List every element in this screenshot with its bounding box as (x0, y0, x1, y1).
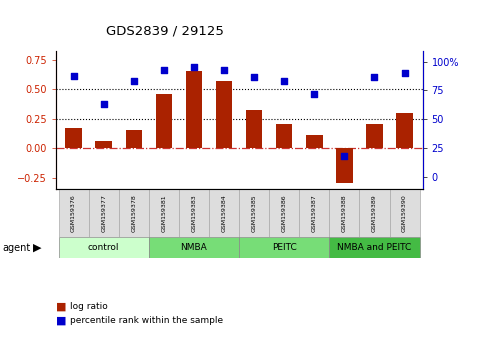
Bar (149, 189, 179, 237)
Text: agent: agent (2, 242, 30, 252)
Bar (185, 72, 202, 148)
Text: percentile rank within the sample: percentile rank within the sample (70, 316, 223, 325)
Text: ■: ■ (56, 301, 66, 311)
Point (220, 67, 228, 73)
Text: GSM159385: GSM159385 (252, 194, 256, 232)
Text: NMBA and PEITC: NMBA and PEITC (337, 243, 412, 252)
Bar (329, 189, 359, 237)
Bar (96, 141, 112, 148)
Text: ■: ■ (56, 315, 66, 325)
Bar (149, 237, 239, 258)
Bar (179, 189, 209, 237)
Point (250, 74, 258, 80)
Text: GDS2839 / 29125: GDS2839 / 29125 (106, 24, 224, 37)
Bar (246, 110, 262, 148)
Text: GSM159386: GSM159386 (282, 194, 287, 232)
Text: GSM159381: GSM159381 (161, 194, 166, 232)
Point (341, 153, 348, 159)
Point (70, 73, 77, 78)
Bar (119, 189, 149, 237)
Text: GSM159377: GSM159377 (101, 194, 106, 232)
Bar (389, 189, 420, 237)
Bar (216, 81, 232, 148)
Bar (89, 189, 119, 237)
Bar (366, 125, 383, 148)
Bar (126, 130, 142, 148)
Text: GSM159376: GSM159376 (71, 194, 76, 232)
Bar (156, 94, 172, 148)
Bar (276, 125, 293, 148)
Text: GSM159389: GSM159389 (372, 194, 377, 232)
Text: PEITC: PEITC (272, 243, 297, 252)
Point (370, 74, 378, 80)
Bar (306, 135, 323, 148)
Text: GSM159390: GSM159390 (402, 194, 407, 232)
Point (160, 67, 168, 73)
Bar (269, 189, 299, 237)
Text: control: control (88, 243, 119, 252)
Bar (299, 189, 329, 237)
Point (130, 79, 138, 84)
Point (280, 79, 288, 84)
Bar (329, 237, 420, 258)
Bar (209, 189, 239, 237)
Bar (58, 237, 149, 258)
Text: GSM159384: GSM159384 (222, 194, 227, 232)
Point (311, 91, 318, 97)
Text: GSM159387: GSM159387 (312, 194, 317, 232)
Text: GSM159383: GSM159383 (191, 194, 197, 232)
Bar (58, 189, 89, 237)
Bar (396, 113, 413, 148)
Bar (239, 237, 329, 258)
Point (100, 102, 108, 107)
Text: log ratio: log ratio (70, 302, 108, 311)
Text: NMBA: NMBA (181, 243, 207, 252)
Point (190, 65, 198, 70)
Point (401, 70, 409, 76)
Bar (336, 148, 353, 183)
Text: GSM159388: GSM159388 (342, 194, 347, 232)
Bar (239, 189, 269, 237)
Text: GSM159378: GSM159378 (131, 194, 136, 232)
Bar (65, 128, 82, 148)
Text: ▶: ▶ (33, 242, 42, 252)
Bar (359, 189, 389, 237)
